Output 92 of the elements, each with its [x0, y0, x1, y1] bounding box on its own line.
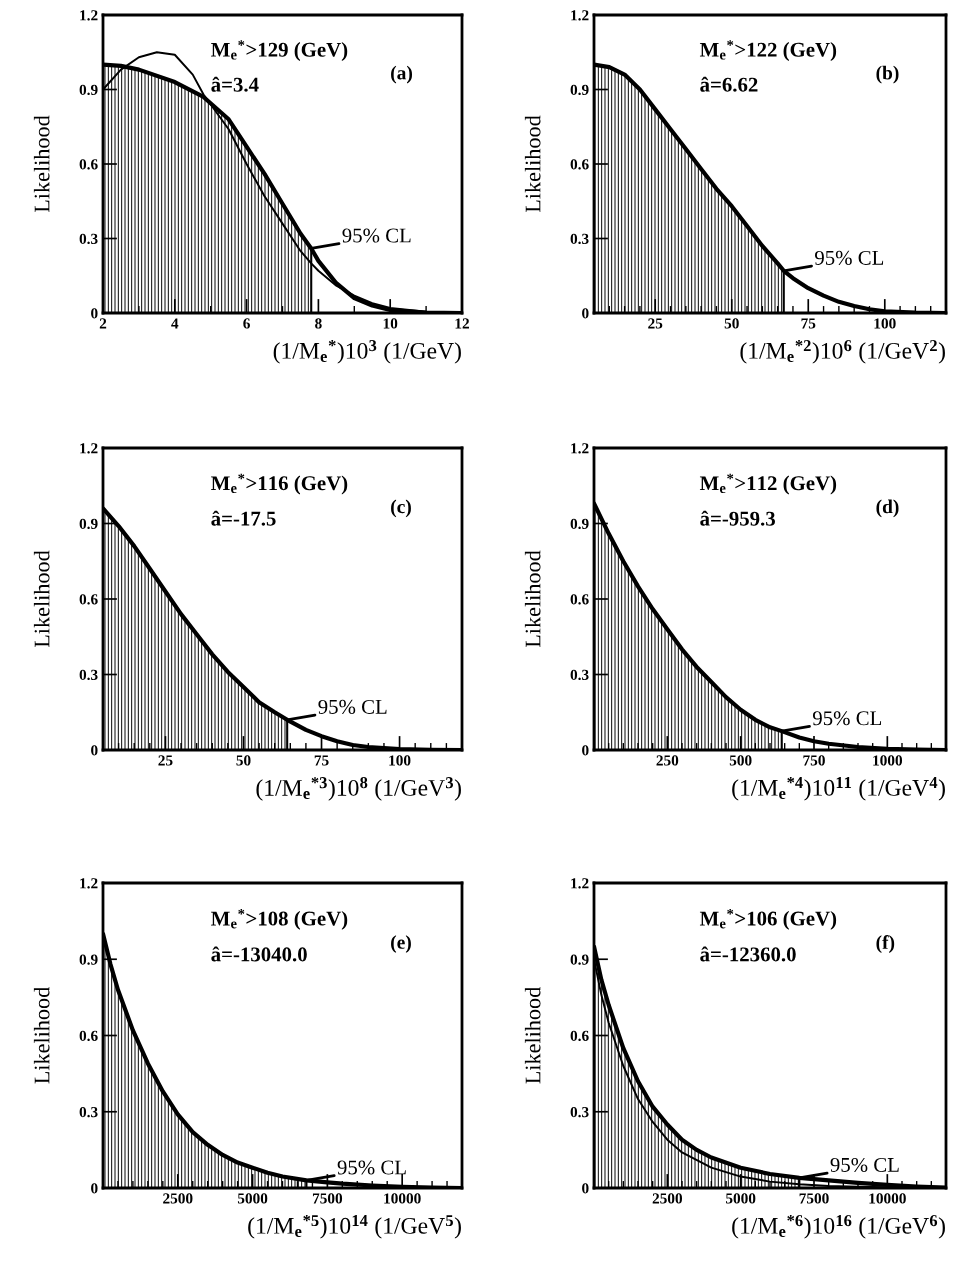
annotation: (f) [876, 935, 895, 953]
x-tick-label: 100 [874, 318, 896, 329]
y-tick-label: 0.3 [79, 1106, 98, 1118]
x-tick-label: 75 [801, 318, 816, 329]
annotation: 95% CL [830, 1157, 899, 1173]
x-tick-label: 2 [99, 318, 107, 329]
annotation: M$_{e}$$^{*}$>129 (GeV) [211, 40, 348, 61]
x-tick-label: 10000 [384, 1193, 421, 1204]
annotation: (c) [391, 499, 411, 518]
x-tick-label: 8 [315, 318, 322, 329]
annotation: (e) [391, 935, 411, 953]
x-tick-label: 50 [724, 318, 739, 329]
annotation: M$_{e}$$^{*}$>106 (GeV) [699, 909, 837, 930]
y-tick-label: 0.3 [570, 233, 589, 245]
annotation: 95% CL [318, 699, 387, 714]
annotation: (a) [391, 65, 413, 84]
x-tick-label: 4 [171, 318, 179, 329]
y-tick-label: 0.9 [79, 84, 98, 96]
y-tick-label: 0.6 [570, 594, 589, 605]
annotation: â=-17.5 [211, 510, 276, 526]
annotation: 95% CL [342, 228, 411, 243]
x-tick-label: 50 [236, 755, 251, 766]
y-tick-label: 0.6 [570, 159, 589, 170]
x-tick-label: 6 [243, 318, 250, 329]
annotation: 95% CL [337, 1160, 406, 1175]
y-tick-label: 0 [582, 745, 589, 756]
annotation: â=-13040.0 [211, 946, 307, 962]
x-tick-label: 25 [648, 318, 663, 329]
y-tick-label: 0.9 [570, 518, 589, 530]
x-tick-label: 2500 [163, 1193, 193, 1204]
y-tick-label: 0 [582, 1183, 589, 1194]
y-tick-label: 0.3 [79, 233, 98, 245]
y-tick-label: 0.3 [79, 669, 98, 681]
annotation: M$_{e}$$^{*}$>112 (GeV) [699, 473, 837, 495]
y-tick-label: 0 [91, 1183, 98, 1194]
y-tick-label: 0.9 [79, 518, 98, 530]
x-axis-title: (1/M$_{e}$$^{*3}$)10$^{8}$ (1/GeV$^{3}$) [256, 777, 461, 801]
y-tick-label: 0.9 [570, 84, 589, 96]
annotation: M$_{e}$$^{*}$>122 (GeV) [699, 40, 837, 61]
annotation: â=-12360.0 [700, 946, 796, 962]
y-tick-label: 0.6 [79, 1030, 98, 1042]
x-tick-label: 75 [314, 755, 329, 766]
x-tick-label: 100 [389, 755, 411, 766]
y-tick-label: 0.6 [79, 159, 98, 170]
x-axis-title: (1/M$_{e}$$^{*2}$)10$^{6}$ (1/GeV$^{2}$) [740, 340, 945, 364]
y-tick-label: 0.3 [570, 1106, 589, 1118]
x-tick-label: 7500 [799, 1193, 829, 1204]
y-tick-label: 0.9 [79, 954, 98, 965]
x-tick-label: 250 [656, 755, 679, 766]
x-tick-label: 5000 [237, 1193, 268, 1204]
annotation: M$_{e}$$^{*}$>116 (GeV) [211, 473, 348, 495]
x-tick-label: 750 [803, 755, 825, 766]
y-tick-label: 0 [91, 308, 98, 319]
y-tick-label: 1.2 [571, 878, 589, 889]
annotation: M$_{e}$$^{*}$>108 (GeV) [211, 909, 348, 930]
y-axis-title: Likelihood [524, 550, 541, 648]
y-tick-label: 0 [91, 745, 98, 756]
x-tick-label: 7500 [312, 1193, 343, 1204]
y-axis-title: Likelihood [524, 115, 541, 213]
annotation: â=-959.3 [700, 510, 775, 526]
y-tick-label: 0.3 [570, 669, 589, 681]
y-axis-title: Likelihood [33, 115, 50, 213]
x-axis-title: (1/M$_{e}$$^{*5}$)10$^{14}$ (1/GeV$^{5}$) [248, 1215, 461, 1239]
y-tick-label: 0.6 [570, 1030, 589, 1042]
x-tick-label: 10000 [869, 1193, 906, 1204]
y-tick-label: 0.9 [570, 954, 589, 965]
x-tick-label: 2500 [652, 1193, 683, 1204]
y-tick-label: 0 [582, 308, 589, 319]
x-axis-title: (1/M$_{e}$$^{*}$)10$^{3}$ (1/GeV) [273, 340, 461, 364]
y-tick-label: 1.2 [571, 443, 589, 454]
y-tick-label: 0.6 [79, 594, 98, 605]
annotation: 95% CL [812, 711, 882, 726]
annotation: 95% CL [815, 250, 884, 265]
x-tick-label: 1000 [873, 755, 903, 766]
y-tick-label: 1.2 [80, 10, 98, 21]
y-axis-title: Likelihood [33, 987, 50, 1084]
y-tick-label: 1.2 [80, 878, 98, 889]
y-axis-title: Likelihood [524, 987, 541, 1084]
y-axis-title: Likelihood [33, 550, 50, 648]
annotation: â=6.62 [700, 76, 758, 92]
y-tick-label: 1.2 [80, 443, 98, 454]
annotation: (b) [876, 65, 899, 84]
x-tick-label: 12 [455, 318, 469, 329]
x-tick-label: 5000 [726, 1193, 756, 1204]
x-axis-title: (1/M$_{e}$$^{*4}$)10$^{11}$ (1/GeV$^{4}$) [732, 777, 945, 801]
x-tick-label: 10 [383, 318, 398, 329]
x-axis-title: (1/M$_{e}$$^{*6}$)10$^{16}$ (1/GeV$^{6}$) [732, 1215, 945, 1239]
y-tick-label: 1.2 [571, 10, 589, 21]
annotation: (d) [876, 499, 899, 518]
annotation: â=3.4 [211, 76, 259, 92]
x-tick-label: 500 [729, 755, 752, 766]
x-tick-label: 25 [158, 755, 173, 766]
